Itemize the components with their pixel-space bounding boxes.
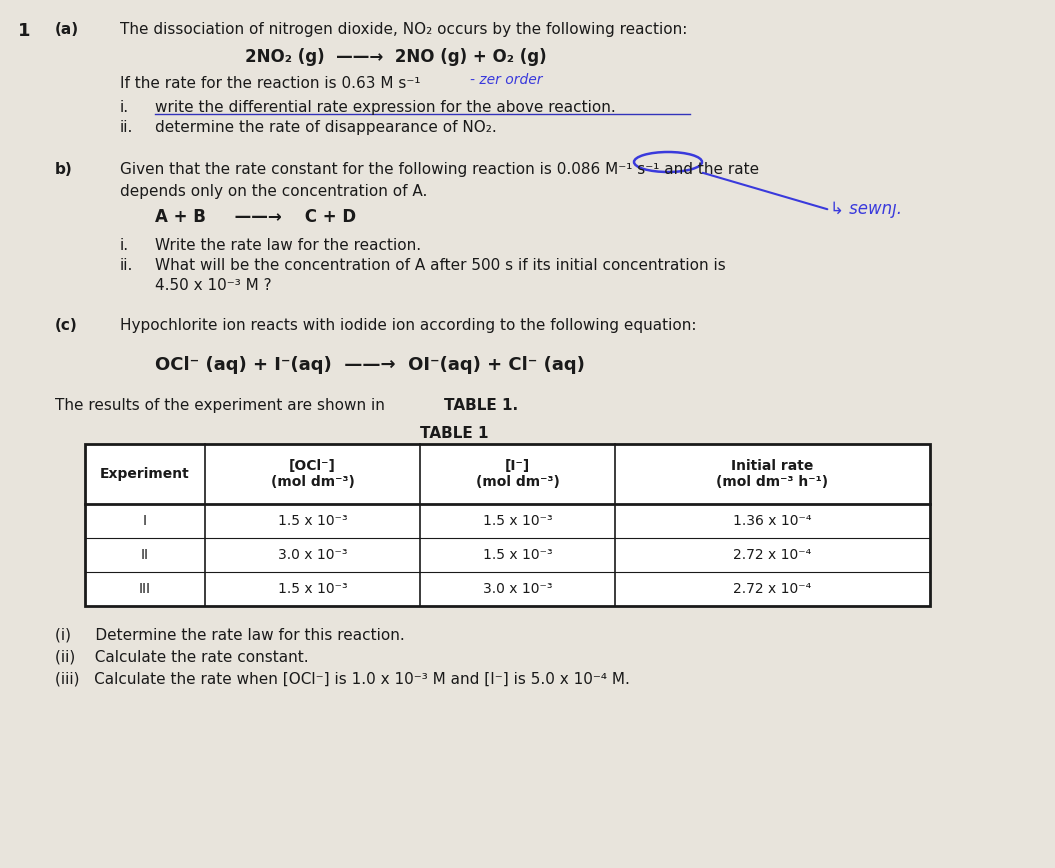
Text: TABLE 1.: TABLE 1. [444, 398, 518, 413]
Text: What will be the concentration of A after 500 s if its initial concentration is: What will be the concentration of A afte… [155, 258, 726, 273]
Text: III: III [139, 582, 151, 596]
Text: 3.0 x 10⁻³: 3.0 x 10⁻³ [483, 582, 552, 596]
Text: (i)     Determine the rate law for this reaction.: (i) Determine the rate law for this reac… [55, 628, 405, 643]
Text: b): b) [55, 162, 73, 177]
Text: [I⁻]
(mol dm⁻³): [I⁻] (mol dm⁻³) [476, 459, 559, 489]
Text: 1: 1 [18, 22, 31, 40]
Text: 4.50 x 10⁻³ M ?: 4.50 x 10⁻³ M ? [155, 278, 271, 293]
Text: [OCl⁻]
(mol dm⁻³): [OCl⁻] (mol dm⁻³) [270, 459, 354, 489]
Text: The dissociation of nitrogen dioxide, NO₂ occurs by the following reaction:: The dissociation of nitrogen dioxide, NO… [120, 22, 688, 37]
Text: Given that the rate constant for the following reaction is 0.086 M⁻¹ s⁻¹ and the: Given that the rate constant for the fol… [120, 162, 760, 177]
Text: OCl⁻ (aq) + I⁻(aq)  ——→  OI⁻(aq) + Cl⁻ (aq): OCl⁻ (aq) + I⁻(aq) ——→ OI⁻(aq) + Cl⁻ (aq… [155, 356, 584, 374]
Text: TABLE 1: TABLE 1 [420, 426, 488, 441]
Text: The results of the experiment are shown in: The results of the experiment are shown … [55, 398, 389, 413]
Text: ↳ sewnȷ.: ↳ sewnȷ. [830, 200, 902, 218]
Text: I: I [143, 514, 147, 528]
Text: 1.5 x 10⁻³: 1.5 x 10⁻³ [277, 582, 347, 596]
Text: (a): (a) [55, 22, 79, 37]
Text: Initial rate
(mol dm⁻³ h⁻¹): Initial rate (mol dm⁻³ h⁻¹) [716, 459, 828, 489]
Text: 2.72 x 10⁻⁴: 2.72 x 10⁻⁴ [733, 548, 811, 562]
Text: Hypochlorite ion reacts with iodide ion according to the following equation:: Hypochlorite ion reacts with iodide ion … [120, 318, 696, 333]
Text: (ii)    Calculate the rate constant.: (ii) Calculate the rate constant. [55, 650, 309, 665]
Text: If the rate for the reaction is 0.63 M s⁻¹: If the rate for the reaction is 0.63 M s… [120, 76, 421, 91]
Text: 1.5 x 10⁻³: 1.5 x 10⁻³ [277, 514, 347, 528]
Text: (c): (c) [55, 318, 78, 333]
Text: determine the rate of disappearance of NO₂.: determine the rate of disappearance of N… [155, 120, 497, 135]
Text: A + B     ——→    C + D: A + B ——→ C + D [155, 208, 357, 226]
Text: ii.: ii. [120, 120, 133, 135]
Text: i.: i. [120, 100, 129, 115]
Text: depends only on the concentration of A.: depends only on the concentration of A. [120, 184, 427, 199]
Text: write the differential rate expression for the above reaction.: write the differential rate expression f… [155, 100, 616, 115]
Text: 1.36 x 10⁻⁴: 1.36 x 10⁻⁴ [733, 514, 811, 528]
Text: ii.: ii. [120, 258, 133, 273]
Text: 2.72 x 10⁻⁴: 2.72 x 10⁻⁴ [733, 582, 811, 596]
Bar [85, 444, 931, 606]
Text: i.: i. [120, 238, 129, 253]
Text: 2NO₂ (g)  ——→  2NO (g) + O₂ (g): 2NO₂ (g) ——→ 2NO (g) + O₂ (g) [245, 48, 546, 66]
Text: II: II [141, 548, 149, 562]
Text: 1.5 x 10⁻³: 1.5 x 10⁻³ [483, 514, 553, 528]
Text: Experiment: Experiment [100, 467, 190, 481]
Text: (iii)   Calculate the rate when [OCl⁻] is 1.0 x 10⁻³ M and [I⁻] is 5.0 x 10⁻⁴ M.: (iii) Calculate the rate when [OCl⁻] is … [55, 672, 630, 687]
Text: - zer order: - zer order [469, 73, 542, 87]
Text: 3.0 x 10⁻³: 3.0 x 10⁻³ [277, 548, 347, 562]
Text: Write the rate law for the reaction.: Write the rate law for the reaction. [155, 238, 421, 253]
Text: 1.5 x 10⁻³: 1.5 x 10⁻³ [483, 548, 553, 562]
